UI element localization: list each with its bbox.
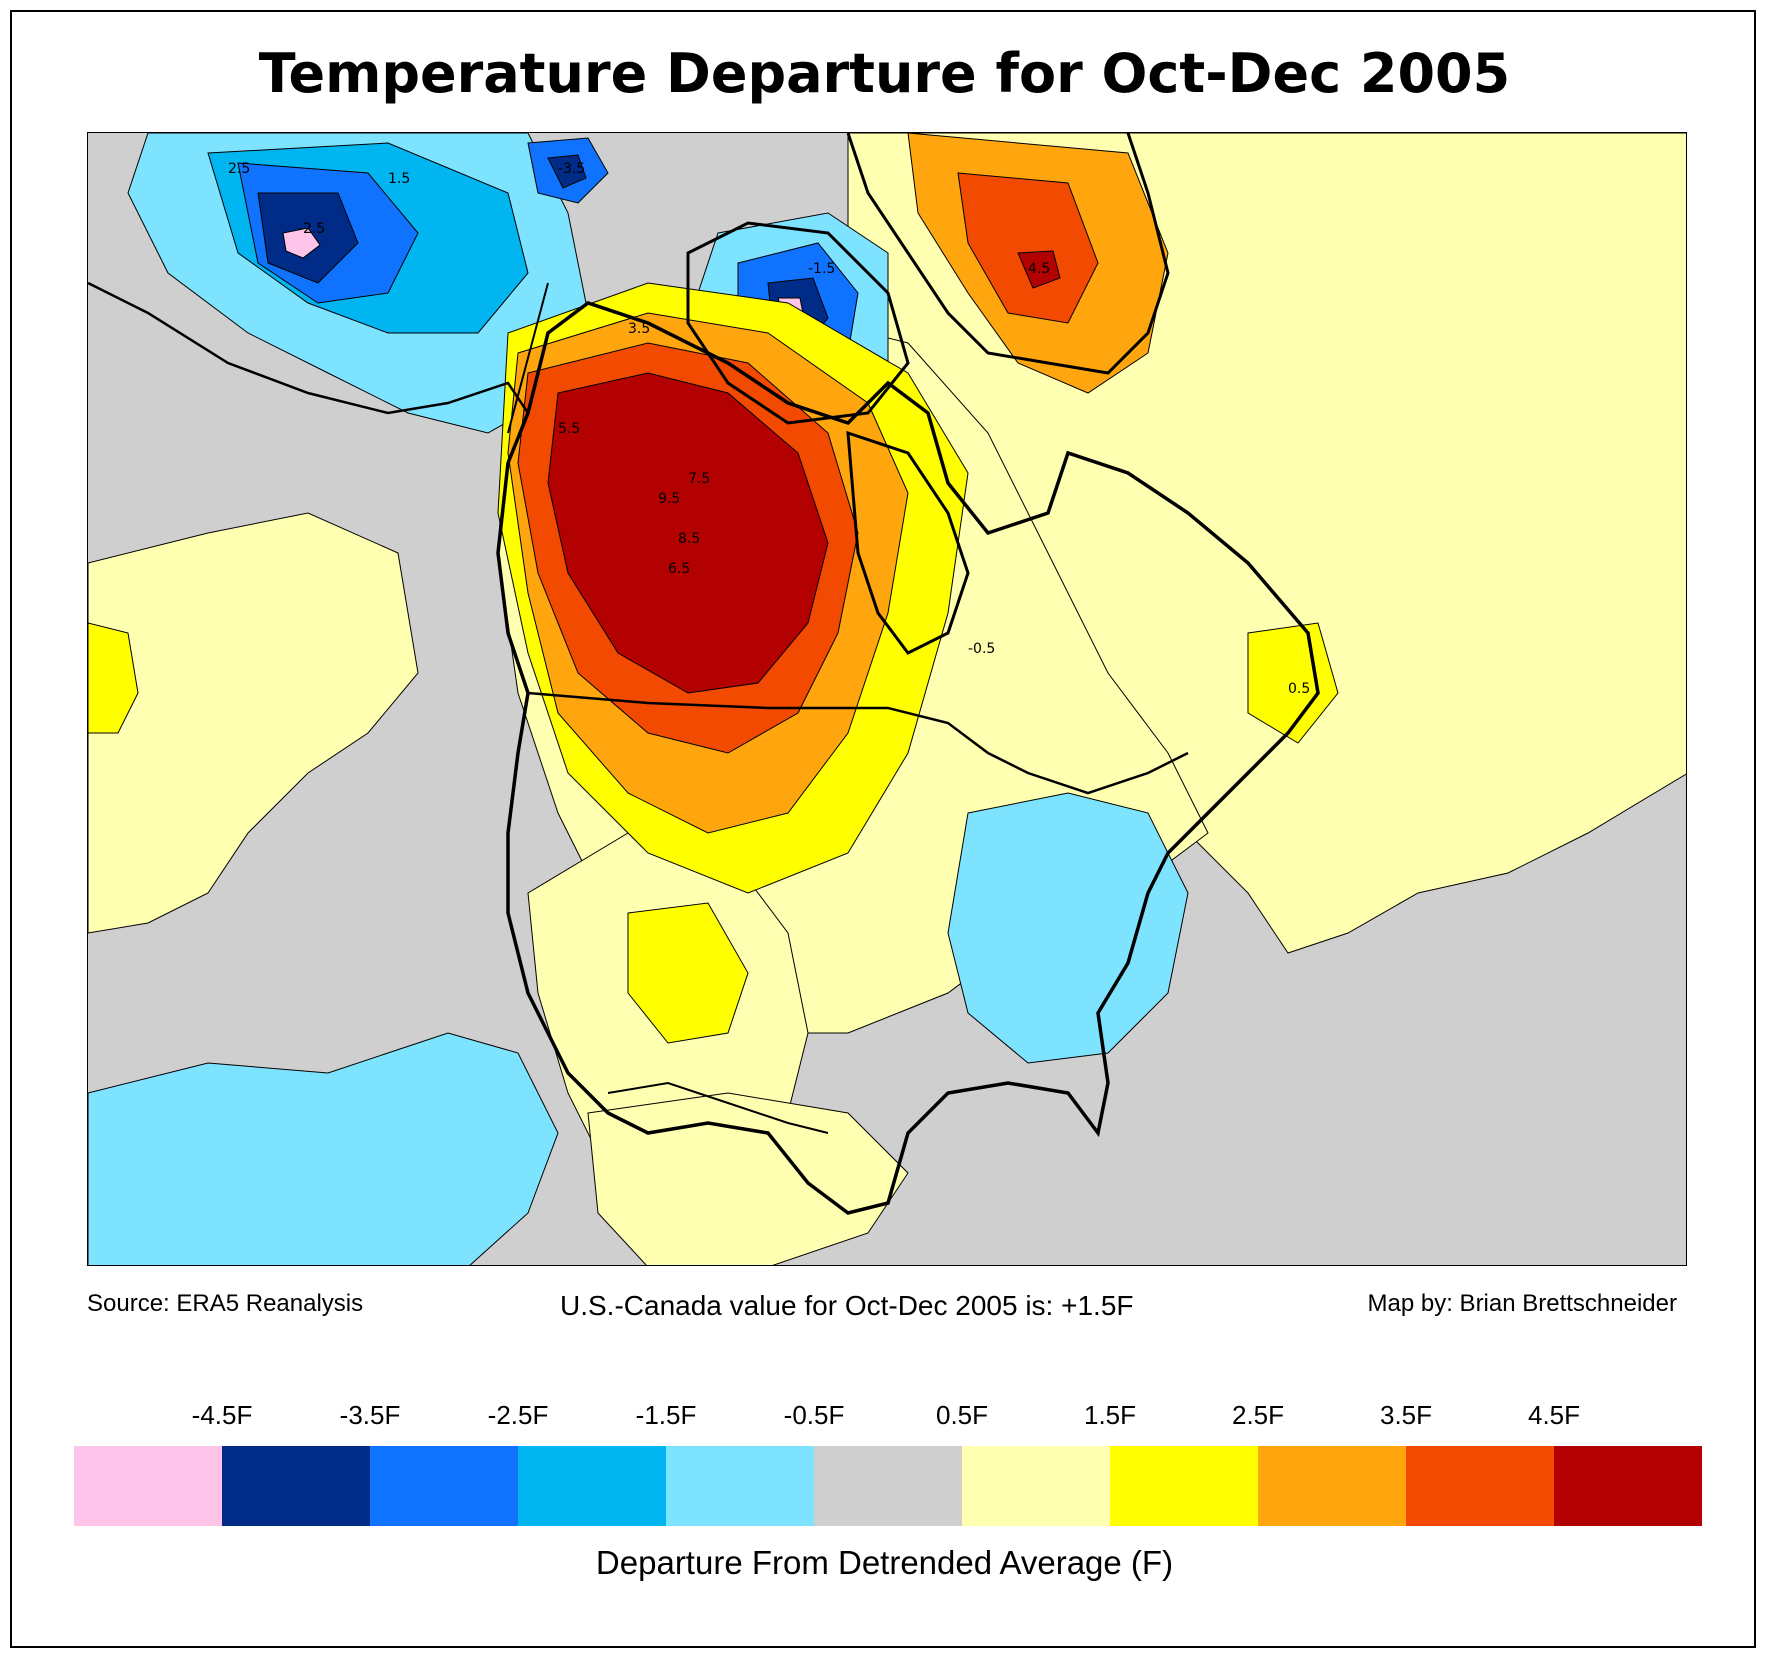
legend-swatch [1110,1446,1258,1526]
darkred-greenland [1017,250,1061,289]
legend-swatch [814,1446,962,1526]
legend-tick-label: 0.5F [935,1400,989,1430]
legend-swatch [1258,1446,1406,1526]
border-us-canada [527,691,1189,795]
light-blue-east-us [947,792,1189,1064]
coastline-greenland [846,133,1170,375]
red-greenland [957,172,1099,324]
source-note: Source: ERA5 Reanalysis [87,1290,364,1317]
legend-swatch [222,1446,370,1526]
contour-label: -1.5 [808,261,835,277]
contour-label: -0.5 [968,641,995,657]
legend-caption: Departure From Detrended Average (F) [595,1544,1174,1581]
legend-tick-label: 4.5F [1527,1400,1581,1430]
legend-swatch [1406,1446,1554,1526]
border-us-mexico [607,1081,829,1134]
color-legend [74,1446,1702,1526]
contour-label: 5.5 [558,421,580,437]
legend-tick-labels: -4.5F -3.5F -2.5F -1.5F -0.5F 0.5F 1.5F 2.5F 3.5… [74,1400,1702,1440]
legend-tick-label: 1.5F [1083,1400,1137,1430]
contour-label: 2.5 [228,161,250,177]
legend-swatch [962,1446,1110,1526]
legend-tick-label: -2.5F [487,1400,549,1430]
contour-label: 4.5 [1028,261,1050,277]
light-blue-pacific-south [88,1032,559,1265]
legend-tick-label: -3.5F [339,1400,401,1430]
pink-alaska [282,227,321,259]
yellow-atlantic-blob [1247,622,1339,744]
map-credit: Map by: Brian Brettschneider [1367,1290,1677,1317]
map-title: Temperature Departure for Oct-Dec 2005 [258,42,1511,105]
coastline-alaska [88,281,530,415]
legend-tick-label: 2.5F [1231,1400,1285,1430]
contour-label: 7.5 [688,471,710,487]
legend-swatch [74,1446,222,1526]
contour-label: -2.5 [298,221,325,237]
legend-swatch [370,1446,518,1526]
temperature-map: 2.5 1.5 0.5 3.5 4.5 5.5 6.5 7.5 8.5 9.5 … [87,132,1687,1266]
yellow-pacific-blob [88,622,139,734]
navy-arctic-spot [547,154,587,189]
pale-yellow-pacific-north [88,512,419,934]
coastline-baffin [686,221,910,425]
contour-label: 1.5 [388,171,410,187]
contour-label: 3.5 [628,321,650,337]
coastline-hudson-bay [846,430,970,655]
contour-label: 0.5 [1288,681,1310,697]
coastline-north-america [496,301,1320,1215]
legend-tick-label: -4.5F [191,1400,253,1430]
contour-label: 9.5 [658,491,680,507]
map-canvas: 2.5 1.5 0.5 3.5 4.5 5.5 6.5 7.5 8.5 9.5 … [88,133,1686,1265]
contour-label: 6.5 [668,561,690,577]
yellow-southwest-blob [627,902,749,1044]
contour-label: -3.5 [558,161,585,177]
legend-swatch [1554,1446,1702,1526]
legend-swatch [518,1446,666,1526]
legend-swatch [666,1446,814,1526]
legend-tick-label: 3.5F [1379,1400,1433,1430]
contour-label: 8.5 [678,531,700,547]
legend-tick-label: -0.5F [783,1400,845,1430]
border-alaska-canada [507,282,549,434]
legend-tick-label: -1.5F [635,1400,697,1430]
pale-yellow-mexico [587,1092,909,1265]
dark-red-warm-core [547,372,829,694]
figure-frame [10,10,1756,1648]
region-summary: U.S.-Canada value for Oct-Dec 2005 is: +… [560,1290,1134,1321]
